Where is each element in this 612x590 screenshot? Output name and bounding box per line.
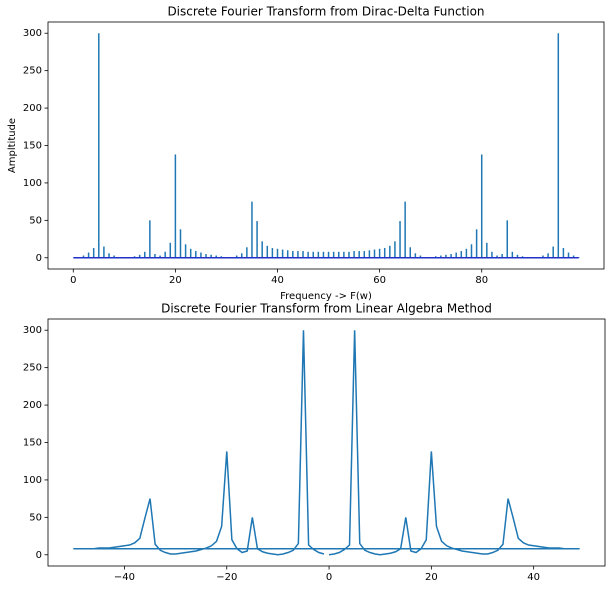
y-tick-label: 200 [23,103,42,114]
y-tick-label: 250 [23,363,42,374]
y-tick-label: 200 [23,400,42,411]
chart-title: Discrete Fourier Transform from Linear A… [161,302,492,316]
plot-frame [47,318,606,567]
y-tick-label: 150 [23,438,42,449]
y-tick-label: 300 [23,28,42,39]
x-tick-label: 40 [271,275,284,286]
x-tick-label: 60 [373,275,386,286]
y-tick-label: 250 [23,66,42,77]
y-tick-label: 150 [23,141,42,152]
x-tick-label: 20 [169,275,182,286]
y-tick-label: 100 [23,475,42,486]
x-tick-label: 20 [425,572,438,583]
x-tick-label: 80 [475,275,488,286]
x-axis-label: Frequency -> F(w) [280,291,372,302]
line [73,330,580,556]
y-axis-label: Ampltitude [7,118,18,173]
y-tick-label: 100 [23,178,42,189]
y-tick-label: 0 [36,550,42,561]
y-tick-label: 0 [36,253,42,264]
chart-title: Discrete Fourier Transform from Dirac-De… [167,5,484,19]
x-tick-label: 0 [70,275,76,286]
x-tick-label: −40 [114,572,135,583]
y-tick-label: 50 [29,215,42,226]
plot-frame [47,21,605,270]
x-tick-label: 0 [326,572,332,583]
x-tick-label: −20 [216,572,237,583]
y-tick-label: 50 [29,512,42,523]
x-tick-label: 40 [527,572,540,583]
y-tick-label: 300 [23,325,42,336]
